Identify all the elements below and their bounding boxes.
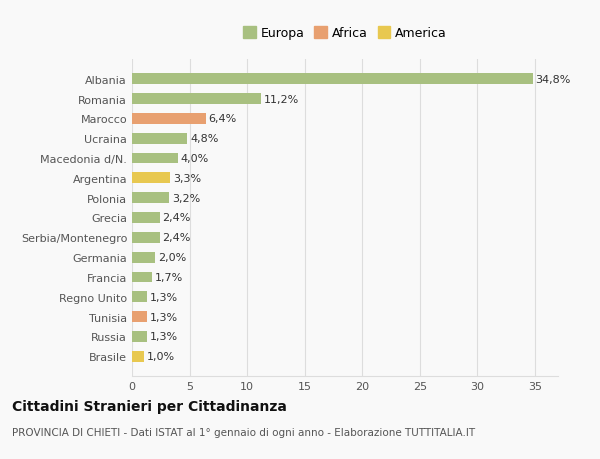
Bar xyxy=(132,94,261,105)
Bar xyxy=(132,252,155,263)
Text: 1,3%: 1,3% xyxy=(150,312,178,322)
Bar xyxy=(132,134,187,144)
Bar xyxy=(132,213,160,224)
Bar xyxy=(132,331,147,342)
Bar xyxy=(132,351,143,362)
Text: 1,0%: 1,0% xyxy=(146,352,175,362)
Text: 1,7%: 1,7% xyxy=(154,272,183,282)
Bar xyxy=(132,74,533,85)
Text: 1,3%: 1,3% xyxy=(150,292,178,302)
Bar xyxy=(132,114,206,124)
Text: 1,3%: 1,3% xyxy=(150,332,178,342)
Bar xyxy=(132,232,160,243)
Bar xyxy=(132,193,169,204)
Text: 2,4%: 2,4% xyxy=(163,233,191,243)
Bar xyxy=(132,312,147,322)
Bar xyxy=(132,272,152,283)
Legend: Europa, Africa, America: Europa, Africa, America xyxy=(241,25,449,43)
Text: 3,2%: 3,2% xyxy=(172,193,200,203)
Text: Cittadini Stranieri per Cittadinanza: Cittadini Stranieri per Cittadinanza xyxy=(12,399,287,413)
Text: 11,2%: 11,2% xyxy=(264,94,299,104)
Text: 6,4%: 6,4% xyxy=(209,114,237,124)
Bar xyxy=(132,153,178,164)
Text: 2,0%: 2,0% xyxy=(158,252,186,263)
Bar xyxy=(132,173,170,184)
Text: 3,3%: 3,3% xyxy=(173,174,201,184)
Text: PROVINCIA DI CHIETI - Dati ISTAT al 1° gennaio di ogni anno - Elaborazione TUTTI: PROVINCIA DI CHIETI - Dati ISTAT al 1° g… xyxy=(12,427,475,437)
Text: 2,4%: 2,4% xyxy=(163,213,191,223)
Text: 4,0%: 4,0% xyxy=(181,154,209,164)
Text: 34,8%: 34,8% xyxy=(536,74,571,84)
Bar xyxy=(132,292,147,302)
Text: 4,8%: 4,8% xyxy=(190,134,218,144)
